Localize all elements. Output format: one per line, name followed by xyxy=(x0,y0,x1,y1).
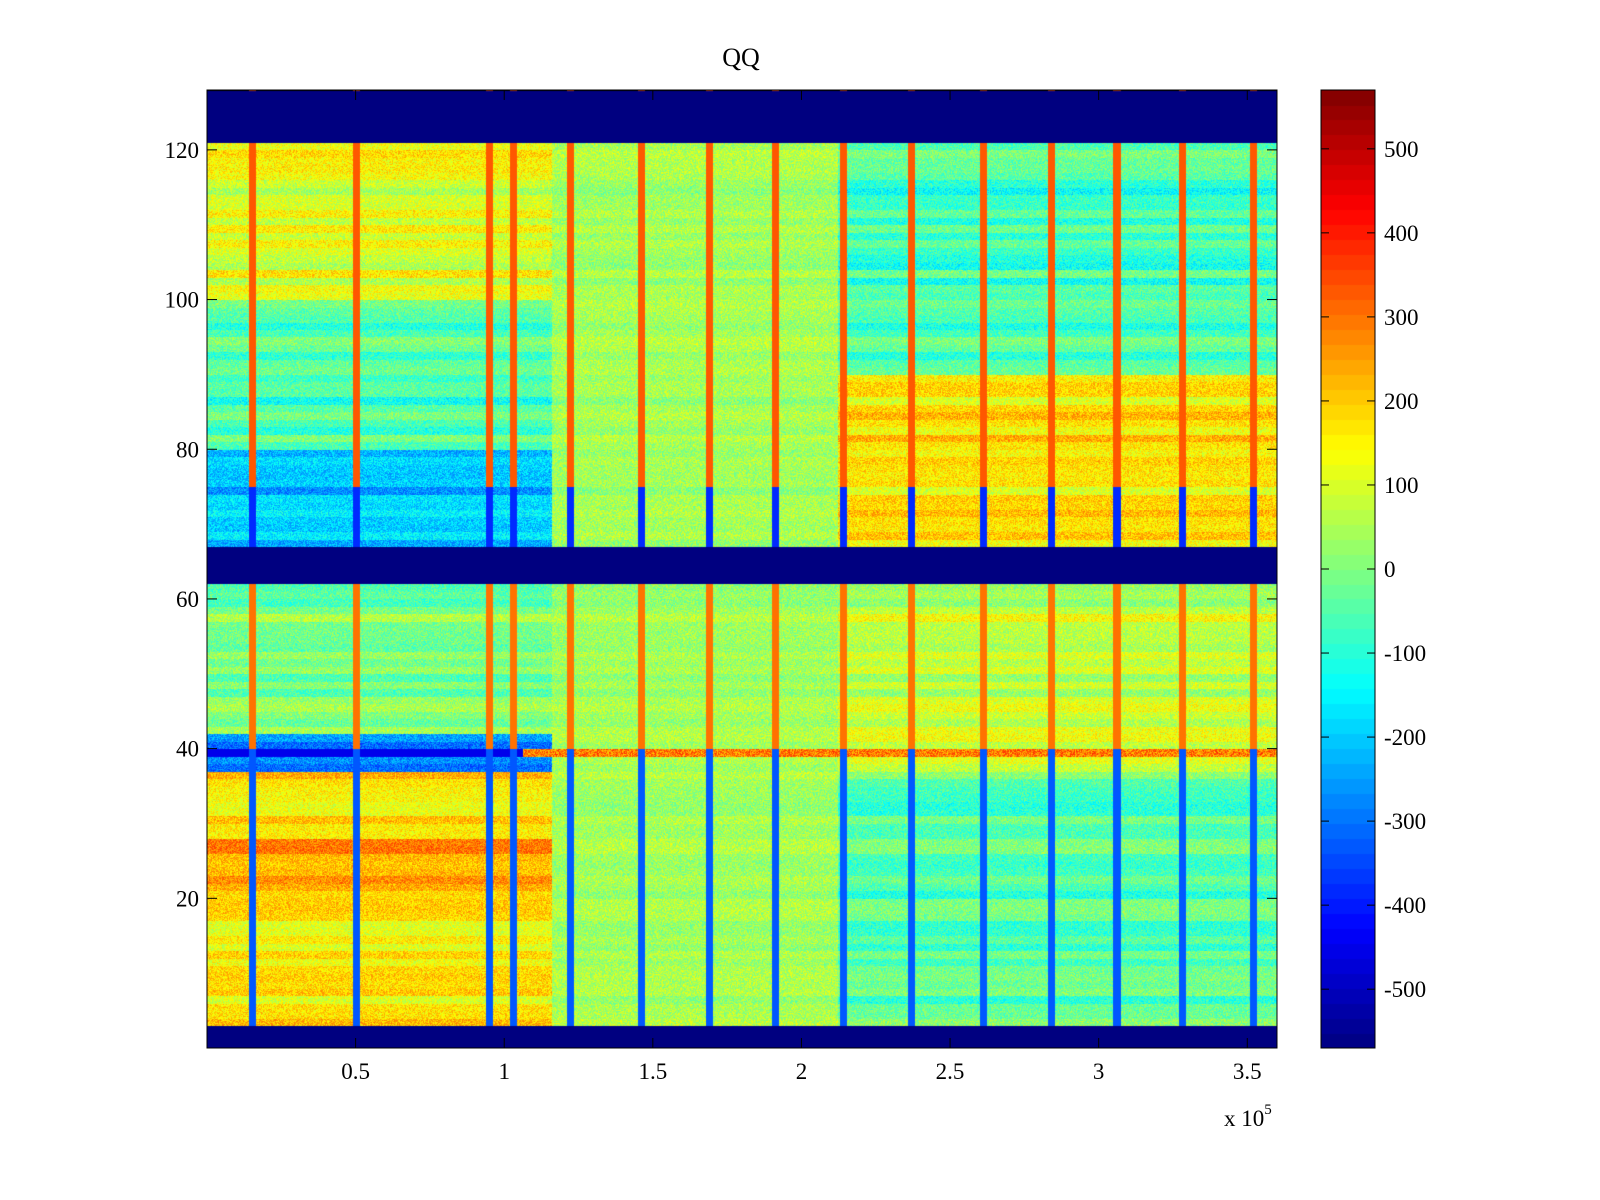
y-tick-label: 20 xyxy=(176,886,199,911)
x-axis: 0.5 1 1.5 2 2.5 3 3.5 xyxy=(341,90,1262,1084)
x-tick-label: 1.5 xyxy=(638,1059,667,1084)
colorbar-tick-label: -500 xyxy=(1384,977,1426,1002)
y-tick-label: 120 xyxy=(165,138,200,163)
y-axis: 20 40 60 80 100 120 xyxy=(165,138,1277,911)
y-tick-label: 100 xyxy=(165,288,200,313)
chart-title: QQ xyxy=(722,43,760,72)
colorbar-tick-label: -300 xyxy=(1384,809,1426,834)
x-tick-label: 1 xyxy=(498,1059,510,1084)
heatmap-image xyxy=(207,90,1277,1048)
x-tick-label: 2 xyxy=(796,1059,808,1084)
colorbar-tick-label: 100 xyxy=(1384,473,1419,498)
axes-box xyxy=(206,89,1278,1049)
colorbar-tick-label: 400 xyxy=(1384,221,1419,246)
y-tick-label: 80 xyxy=(176,437,199,462)
x-exponent-power: 5 xyxy=(1264,1102,1272,1118)
colorbar-tick-label: 0 xyxy=(1384,557,1396,582)
x-tick-label: 0.5 xyxy=(341,1059,370,1084)
x-tick-label: 3 xyxy=(1093,1059,1105,1084)
colorbar-gradient xyxy=(1321,90,1375,1048)
colorbar-tick-label: 300 xyxy=(1384,305,1419,330)
colorbar-tick-label: 200 xyxy=(1384,389,1419,414)
x-exponent-base: x 10 xyxy=(1224,1106,1264,1131)
x-exponent-label: x 105 xyxy=(1224,1102,1272,1131)
colorbar-tick-label: -200 xyxy=(1384,725,1426,750)
colorbar-tick-label: -400 xyxy=(1384,893,1426,918)
x-tick-label: 2.5 xyxy=(936,1059,965,1084)
y-tick-label: 40 xyxy=(176,737,199,762)
colorbar-tick-label: -100 xyxy=(1384,641,1426,666)
y-tick-label: 60 xyxy=(176,587,199,612)
colorbar-tick-label: 500 xyxy=(1384,137,1419,162)
colorbar-axis: 500 400 300 200 100 0 -100 -200 -300 -400 -500 xyxy=(1321,137,1426,1002)
x-tick-label: 3.5 xyxy=(1233,1059,1262,1084)
